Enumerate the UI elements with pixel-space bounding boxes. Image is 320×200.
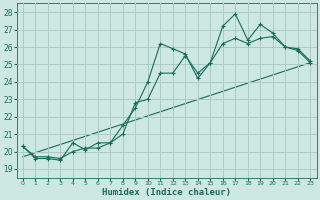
X-axis label: Humidex (Indice chaleur): Humidex (Indice chaleur) [102, 188, 231, 197]
